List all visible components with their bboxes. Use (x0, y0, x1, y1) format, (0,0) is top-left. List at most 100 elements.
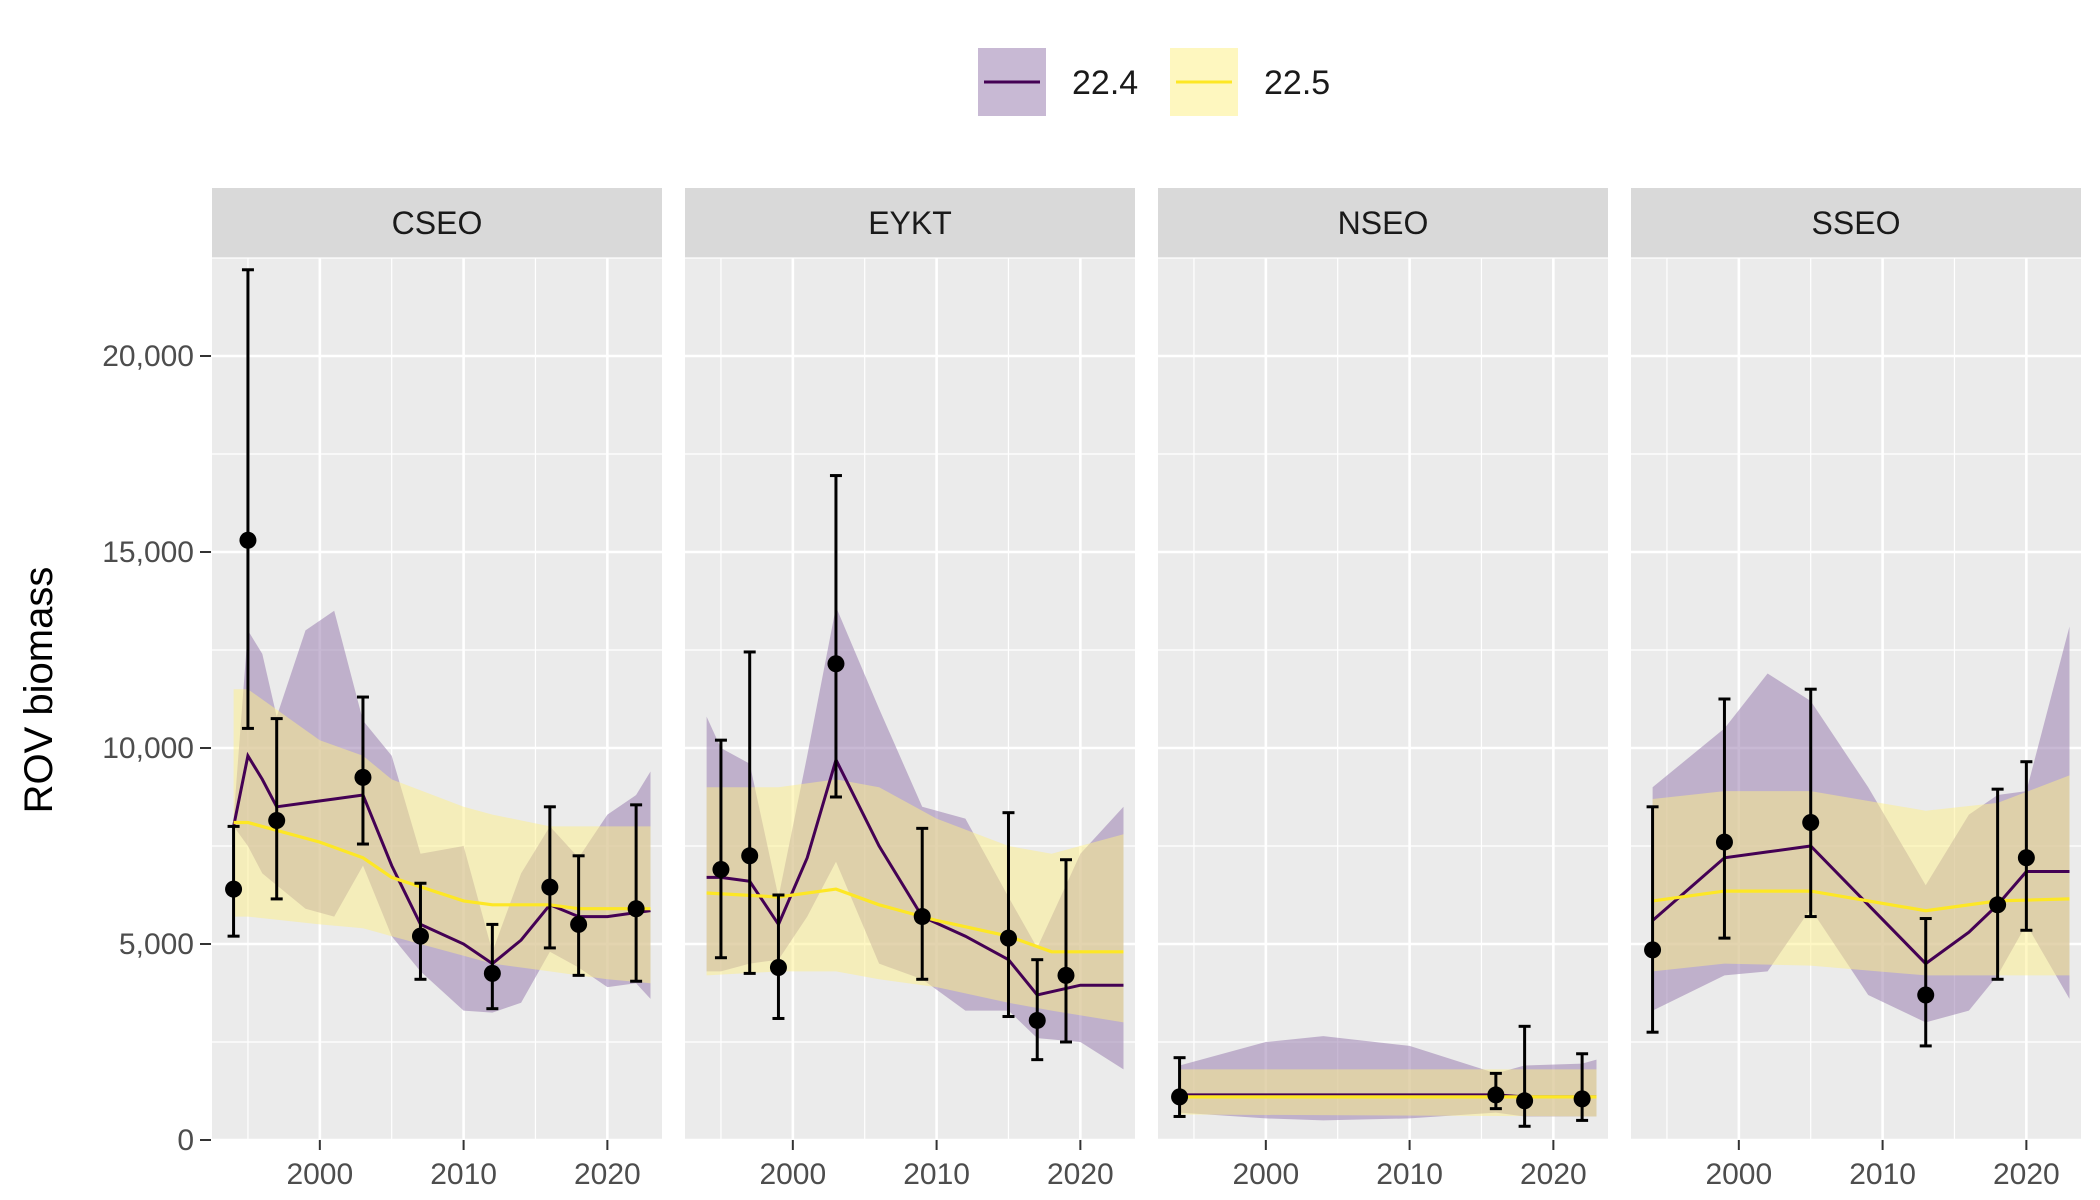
legend-item: 22.5 (1170, 48, 1330, 116)
legend: 22.4 22.5 (978, 48, 1330, 116)
data-point (268, 812, 286, 830)
data-point (541, 878, 559, 896)
x-tick-label: 2000 (759, 1158, 826, 1191)
x-tick-label: 2000 (286, 1158, 353, 1191)
x-tick-label: 2010 (903, 1158, 970, 1191)
observed-point (570, 854, 588, 977)
observed-point (999, 811, 1017, 1019)
data-point (712, 861, 730, 879)
panels: CSEO 2000 2010 2020 EYKT 2000 2010 2020 NSEO 2000… (212, 188, 2081, 1191)
strip-label: CSEO (392, 205, 483, 241)
panel-cseo: CSEO 2000 2010 2020 (212, 188, 662, 1191)
strip-background (212, 188, 662, 258)
panel-background (212, 258, 662, 1140)
data-point (570, 915, 588, 933)
data-point (1573, 1090, 1591, 1108)
observed-point (541, 805, 559, 950)
observed-point (1715, 697, 1733, 940)
observed-point (712, 738, 730, 960)
observed-point (1487, 1071, 1505, 1111)
data-point (2017, 849, 2035, 867)
ribbon-22-5 (1179, 1069, 1597, 1117)
y-axis-title: ROV biomass (17, 567, 61, 814)
series-line-22-4 (1651, 844, 2070, 966)
data-point (769, 959, 787, 977)
data-point (1917, 986, 1935, 1004)
data-point (913, 908, 931, 926)
y-tick-label: 20,000 (102, 340, 194, 373)
observed-point (1057, 858, 1075, 1044)
y-tick-label: 15,000 (102, 536, 194, 569)
data-point (627, 900, 645, 918)
legend-item: 22.4 (978, 48, 1138, 116)
observed-point (354, 695, 372, 846)
observed-point (1573, 1052, 1591, 1122)
series-line-22-5 (233, 820, 651, 911)
x-tick-label: 2020 (1047, 1158, 1114, 1191)
observed-point (2017, 760, 2035, 932)
data-point (483, 964, 501, 982)
data-point (1802, 813, 1820, 831)
panel-background (1158, 258, 1608, 1140)
data-point (1028, 1011, 1046, 1029)
legend-label: 22.4 (1072, 64, 1138, 102)
strip-label: SSEO (1812, 205, 1901, 241)
ribbon-22-5 (1652, 775, 2070, 976)
observed-point (627, 803, 645, 983)
data-point (1715, 833, 1733, 851)
observed-point (827, 474, 845, 799)
observed-point (1644, 805, 1662, 1034)
series-line-22-5 (706, 887, 1124, 954)
observed-point (1802, 687, 1820, 919)
x-tick-label: 2010 (1376, 1158, 1443, 1191)
data-point (1989, 896, 2007, 914)
panel-sseo: SSEO 2000 2010 2020 (1631, 188, 2081, 1191)
observed-point (1171, 1056, 1189, 1118)
panel-nseo: NSEO 2000 2010 2020 (1158, 188, 1608, 1191)
x-tick-label: 2020 (1993, 1158, 2060, 1191)
data-point (1487, 1086, 1505, 1104)
data-point (354, 768, 372, 786)
x-tick-label: 2000 (1232, 1158, 1299, 1191)
strip-background (1631, 188, 2081, 258)
data-point (741, 847, 759, 865)
data-point (1057, 966, 1075, 984)
y-axis: 0 5,000 10,000 15,000 20,000 (102, 340, 211, 1157)
panel-eykt: EYKT 2000 2010 2020 (685, 188, 1135, 1191)
strip-background (685, 188, 1135, 258)
data-point (827, 655, 845, 673)
observed-point (268, 717, 286, 901)
panel-background (1631, 258, 2081, 1140)
legend-label: 22.5 (1264, 64, 1330, 102)
observed-point (1989, 787, 2007, 981)
data-point (1644, 941, 1662, 959)
data-point (1516, 1092, 1534, 1110)
y-tick-label: 5,000 (119, 928, 194, 961)
data-point (225, 880, 243, 898)
observed-point (1917, 917, 1935, 1048)
observed-point (769, 893, 787, 1020)
strip-label: EYKT (868, 205, 952, 241)
observed-point (411, 881, 429, 981)
data-point (239, 531, 257, 549)
x-tick-label: 2020 (574, 1158, 641, 1191)
observed-point (741, 650, 759, 975)
y-tick-label: 10,000 (102, 732, 194, 765)
strip-background (1158, 188, 1608, 258)
y-tick-label: 0 (177, 1124, 194, 1157)
data-point (1171, 1088, 1189, 1106)
x-tick-label: 2010 (1849, 1158, 1916, 1191)
x-tick-label: 2000 (1705, 1158, 1772, 1191)
observed-point (239, 268, 257, 730)
observed-point (1028, 958, 1046, 1062)
data-point (411, 927, 429, 945)
observed-point (483, 922, 501, 1011)
x-tick-label: 2020 (1520, 1158, 1587, 1191)
observed-point (1516, 1024, 1534, 1128)
x-tick-label: 2010 (430, 1158, 497, 1191)
strip-label: NSEO (1338, 205, 1429, 241)
observed-point (225, 824, 243, 938)
data-point (999, 929, 1017, 947)
observed-point (913, 826, 931, 981)
